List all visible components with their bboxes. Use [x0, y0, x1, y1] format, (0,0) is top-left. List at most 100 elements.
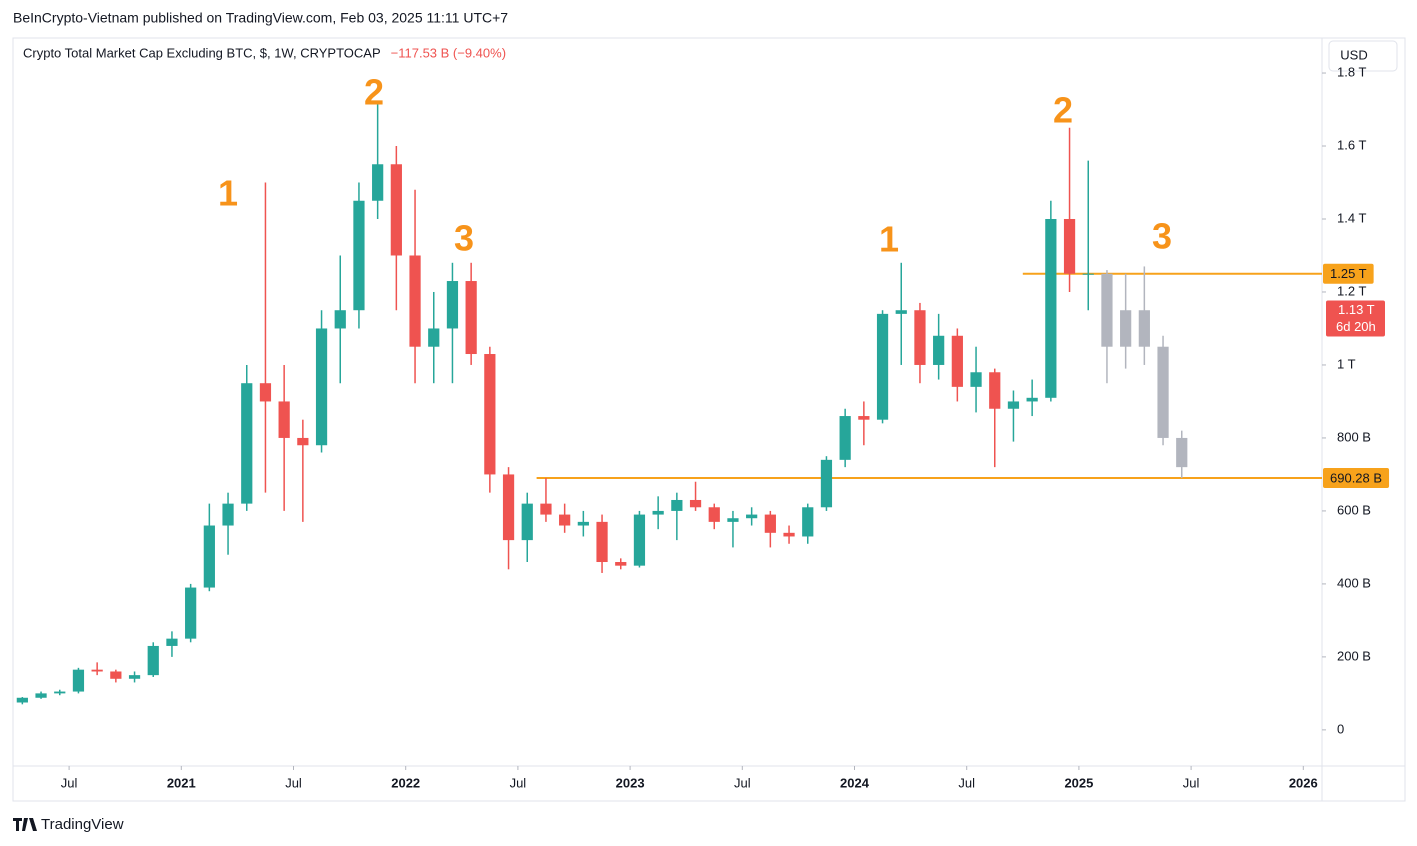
y-tick-label: 1.8 T	[1337, 64, 1366, 79]
candle-body	[633, 514, 646, 566]
candle-body	[185, 587, 197, 639]
brand-name: TradingView	[41, 816, 124, 833]
candle-body	[876, 313, 889, 420]
y-tick-label: 0	[1337, 721, 1344, 736]
candle-body	[521, 503, 533, 541]
y-tick-label: 1 T	[1337, 356, 1356, 371]
y-tick-label: 200 B	[1337, 648, 1371, 663]
publisher-line: BeInCrypto-Vietnam published on TradingV…	[13, 10, 508, 26]
y-tick-label: 1.2 T	[1337, 283, 1366, 298]
candle-body	[764, 514, 776, 533]
x-tick-label: Jul	[61, 775, 78, 790]
brand: TradingView	[13, 816, 124, 833]
plot-area	[16, 102, 1322, 705]
candle-body	[128, 675, 141, 679]
wave-label: 3	[1152, 216, 1172, 257]
candle-body	[1120, 310, 1132, 347]
y-tick-label: 1.4 T	[1337, 210, 1366, 225]
candle-body	[203, 525, 215, 588]
x-tick-label: 2026	[1289, 775, 1318, 790]
price-level-tag	[1323, 263, 1374, 284]
candle-body	[727, 518, 739, 522]
candle-body	[334, 310, 346, 329]
candle-body	[802, 507, 814, 537]
last-price-tag	[1326, 300, 1385, 337]
candle-body	[914, 310, 926, 365]
candle-body	[446, 281, 459, 329]
x-tick-label: 2023	[616, 775, 645, 790]
countdown: 6d 20h	[1336, 319, 1376, 334]
title-backdrop	[20, 42, 560, 66]
y-tick-label: 800 B	[1337, 429, 1371, 444]
chart-frame	[12, 37, 1406, 802]
candle-body	[91, 669, 103, 672]
candle-body	[1157, 346, 1169, 438]
price-level-label: 690.28 B	[1330, 470, 1382, 485]
candle-body	[278, 401, 290, 438]
candle-body	[1007, 401, 1020, 409]
x-tick-label: Jul	[958, 775, 975, 790]
candle-body	[353, 200, 365, 311]
wave-label: 2	[364, 72, 384, 113]
candle-body	[540, 503, 552, 515]
x-tick-label: 2022	[391, 775, 420, 790]
candle-body	[428, 328, 440, 347]
candle-body	[409, 255, 421, 347]
x-tick-label: 2021	[167, 775, 196, 790]
wave-label: 1	[218, 173, 238, 214]
x-tick-label: Jul	[510, 775, 527, 790]
candle-body	[671, 499, 683, 511]
candle-body	[54, 691, 66, 694]
candle-body	[858, 416, 870, 420]
candle-body	[989, 372, 1001, 409]
y-tick-label: 400 B	[1337, 575, 1371, 590]
candle-body	[1138, 310, 1150, 347]
wave-label: 3	[454, 218, 474, 259]
candle-body	[222, 503, 234, 526]
x-tick-label: Jul	[734, 775, 751, 790]
wave-label: 1	[879, 219, 899, 260]
candle-body	[559, 514, 571, 526]
candle-body	[1045, 218, 1057, 398]
candle-body	[689, 499, 702, 508]
candle-body	[820, 459, 833, 508]
candle-body	[933, 335, 945, 365]
candle-body	[297, 437, 309, 446]
candle-body	[1026, 397, 1038, 402]
candle-body	[502, 474, 515, 541]
candle-body	[166, 638, 178, 646]
candle-body	[35, 693, 47, 698]
candle-body	[110, 671, 122, 679]
candle-body	[596, 521, 608, 563]
wave-label: 2	[1053, 90, 1073, 131]
currency-button[interactable]	[1328, 40, 1398, 72]
x-tick-label: 2025	[1064, 775, 1093, 790]
price-change: −117.53 B (−9.40%)	[391, 45, 506, 60]
candle-body	[652, 510, 664, 515]
price-level-tag	[1323, 467, 1390, 488]
candle-body	[484, 354, 496, 475]
brand-logo	[13, 818, 37, 831]
candle-body	[577, 521, 589, 526]
last-price-label: 1.13 T	[1338, 302, 1375, 317]
currency[interactable]: USD	[1340, 47, 1367, 62]
candle-body	[147, 645, 159, 676]
candle-body	[1082, 273, 1094, 275]
candle-body	[241, 383, 253, 504]
candle-body	[372, 164, 384, 201]
candle-body	[16, 697, 28, 703]
candle-body	[1063, 218, 1076, 274]
candle-body	[315, 328, 328, 446]
candle-body	[1101, 273, 1113, 347]
candle-body	[259, 383, 272, 402]
candle-body	[1176, 437, 1188, 468]
candle-body	[708, 507, 720, 522]
candle-body	[951, 335, 963, 387]
candle-body	[465, 281, 477, 355]
candle-body	[615, 562, 627, 566]
candle-body	[895, 310, 907, 314]
x-tick-label: Jul	[1183, 775, 1200, 790]
y-tick-label: 1.6 T	[1337, 137, 1366, 152]
